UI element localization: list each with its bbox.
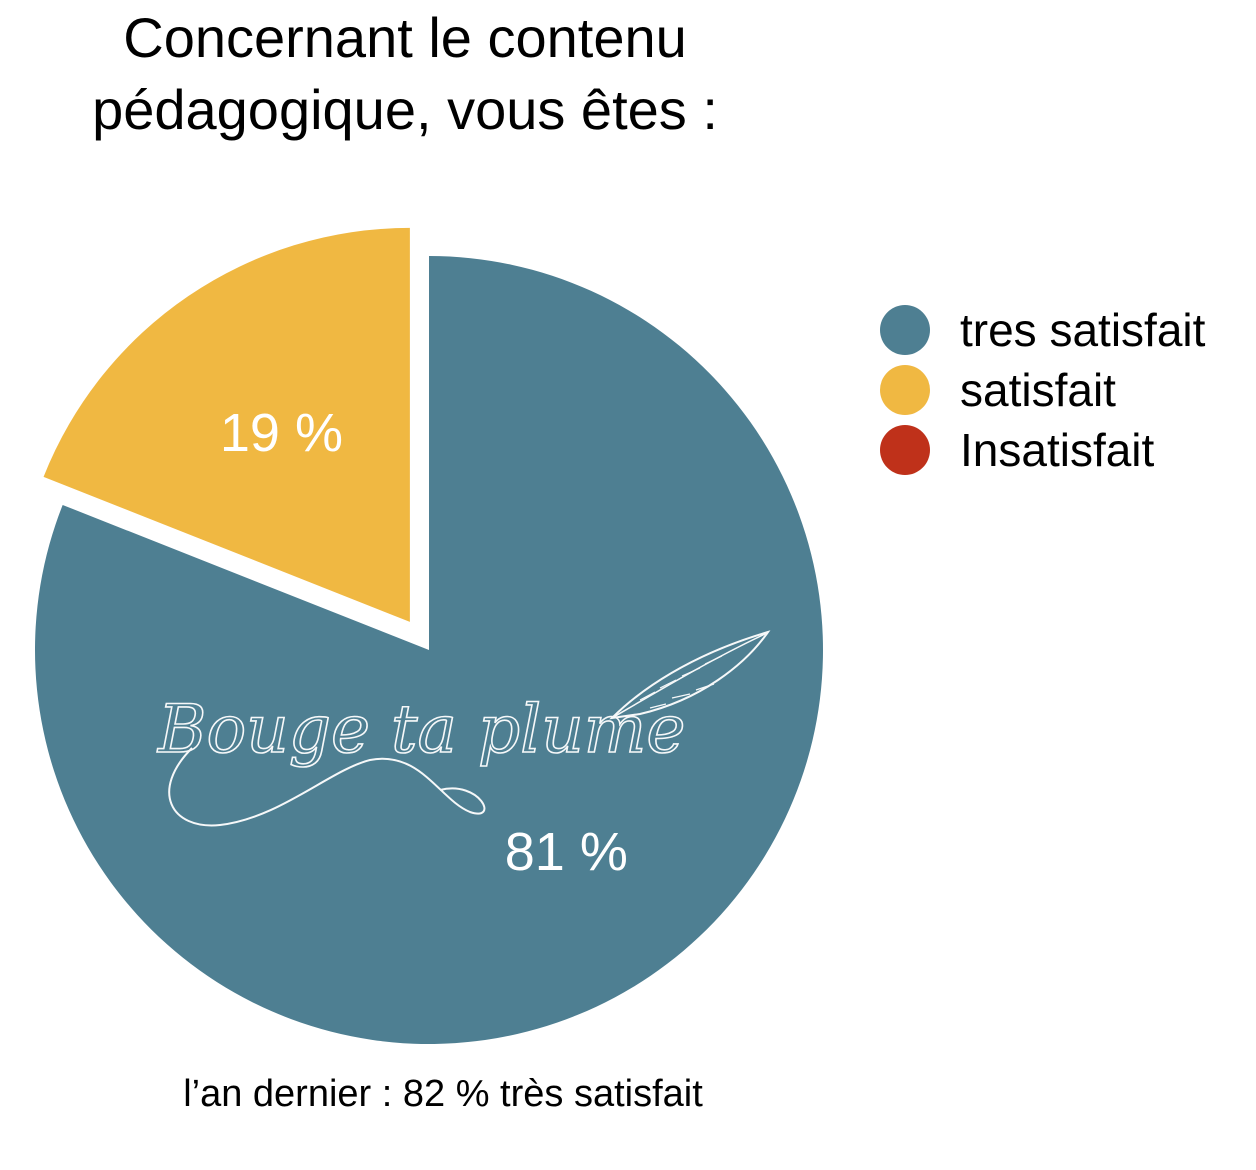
pie-slices (34, 227, 823, 1044)
legend-item-tres-satisfait: tres satisfait (880, 300, 1205, 360)
pie-slice-satisfait (43, 227, 410, 622)
legend-label-tres-satisfait: tres satisfait (960, 304, 1206, 356)
pie-slice-labels: 81 % 19 % (220, 403, 628, 882)
watermark-flourish (168, 747, 486, 827)
chart-legend: tres satisfait satisfait Insatisfait (880, 300, 1205, 480)
legend-item-insatisfait: Insatisfait (880, 420, 1205, 480)
legend-swatch-satisfait (880, 365, 930, 415)
pie-slice-tres-satisfait (34, 256, 823, 1044)
pie-slice-label-tres-satisfait: 81 % (505, 822, 628, 882)
legend-label-insatisfait: Insatisfait (960, 424, 1155, 476)
feather-icon (609, 630, 771, 720)
chart-footnote: l’an dernier : 82 % très satisfait (183, 1073, 703, 1115)
legend-label-satisfait: satisfait (960, 364, 1116, 416)
legend-item-satisfait: satisfait (880, 360, 1205, 420)
legend-swatch-tres-satisfait (880, 305, 930, 355)
chart-title-line-2: pédagogique, vous êtes : (92, 78, 718, 141)
watermark-text: Bouge ta plume (157, 691, 685, 768)
legend-swatch-insatisfait (880, 425, 930, 475)
watermark-logo: Bouge ta plume (156, 630, 771, 827)
pie-slice-label-satisfait: 19 % (220, 403, 343, 463)
chart-title-line-1: Concernant le contenu (123, 6, 687, 69)
